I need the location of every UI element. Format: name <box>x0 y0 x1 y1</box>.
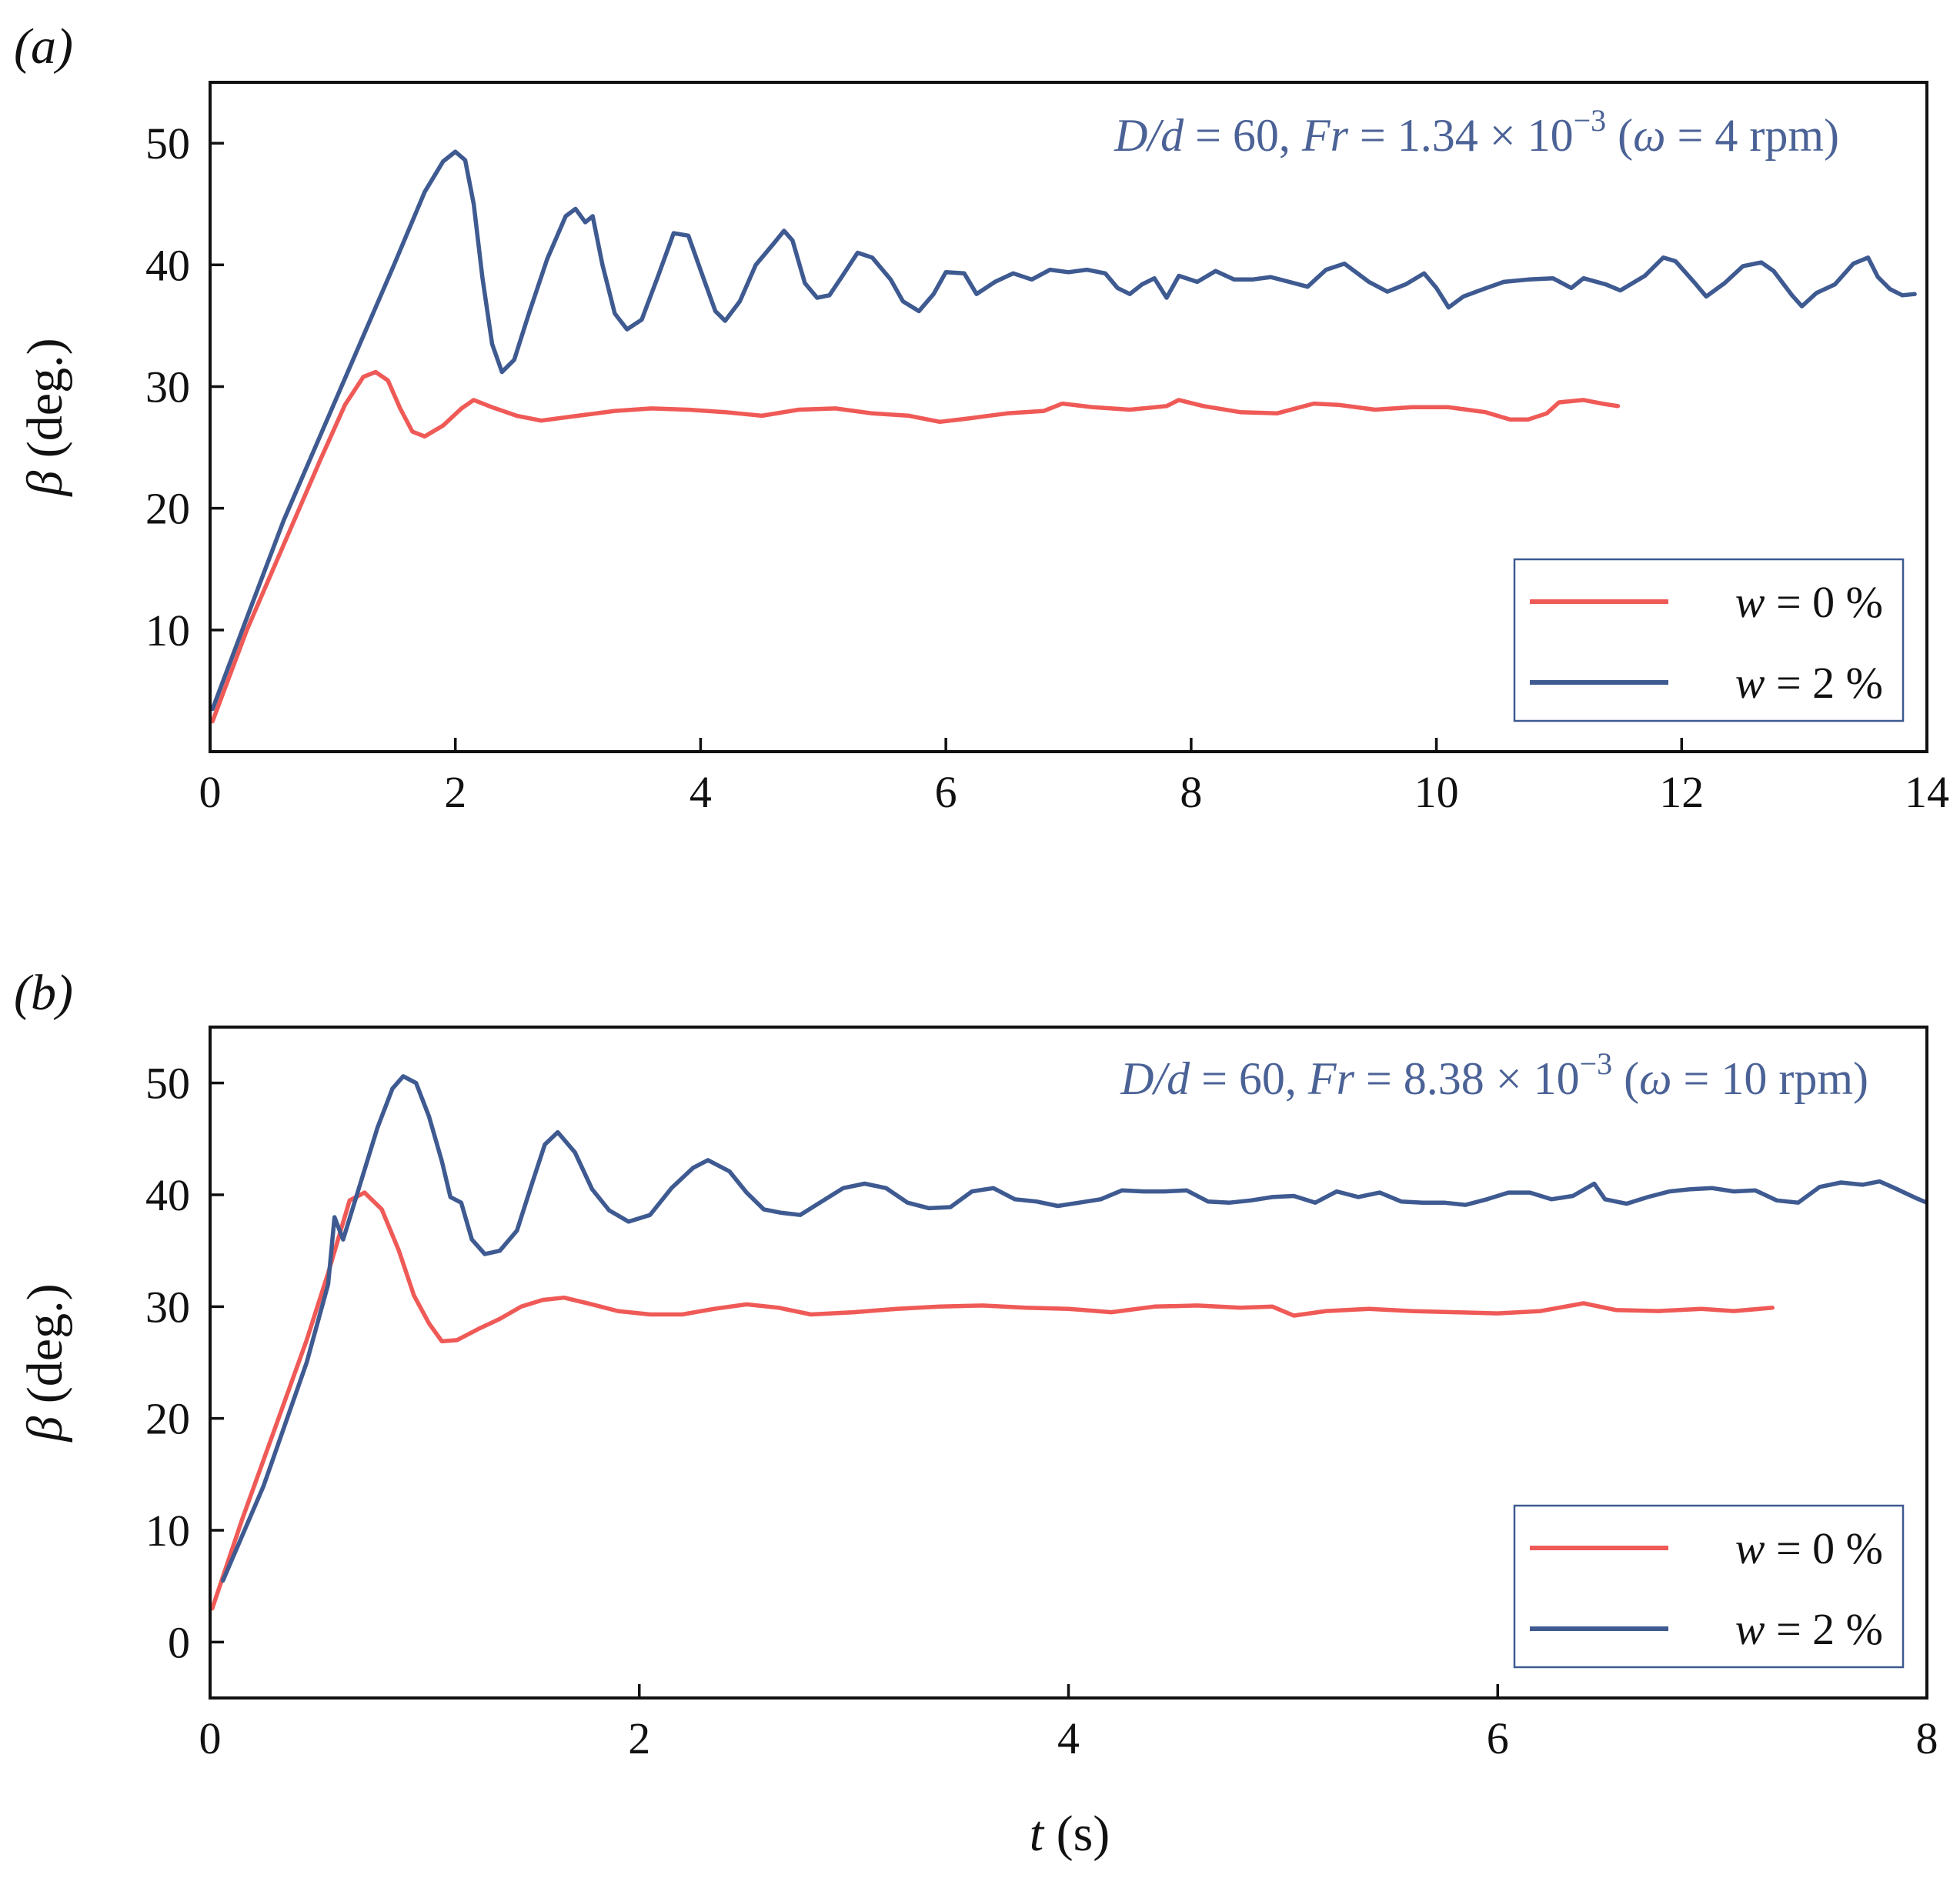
y-tick-label: 10 <box>145 605 190 655</box>
series-line-w0 <box>210 369 1621 724</box>
annotation-exponent: −3 <box>1574 103 1607 138</box>
y-tick-label: 10 <box>145 1506 190 1556</box>
annotation-fr-value: = 1.34 × 10 <box>1348 110 1574 161</box>
legend-label: w = 0 % <box>1735 577 1883 627</box>
series-line-w2 <box>210 149 1917 712</box>
legend-label-value: = 2 % <box>1765 658 1883 708</box>
y-axis-label-unit: (deg.) <box>17 1283 73 1416</box>
panel-b: 0 2 4 6 8 0 10 20 30 40 50 β (deg.) (b) D/d = 60, Fr … <box>14 965 1938 1763</box>
x-tick-label: 6 <box>935 767 957 817</box>
y-axis-label-var: β <box>17 1416 73 1443</box>
annotation-fr: Fr <box>1307 1053 1355 1104</box>
x-axis-label-var: t <box>1030 1806 1045 1862</box>
annotation-paren: ( <box>1606 110 1633 161</box>
annotation-omega: ω <box>1639 1053 1671 1104</box>
x-tick-label: 8 <box>1180 767 1202 817</box>
x-tick-label: 6 <box>1487 1713 1509 1763</box>
x-tick-label: 0 <box>199 1713 222 1763</box>
y-tick-label: 30 <box>145 362 190 412</box>
annotation-text: D/d = 60, Fr = 8.38 × 10−3 (ω = 10 rpm) <box>1120 1046 1868 1104</box>
x-tick-label: 8 <box>1916 1713 1938 1763</box>
annotation-dd-value: = 60, <box>1190 1053 1308 1104</box>
annotation-dd-value: = 60, <box>1184 110 1302 161</box>
legend-box <box>1513 1504 1905 1669</box>
y-tick-label: 30 <box>145 1282 190 1332</box>
x-axis-label-unit: (s) <box>1043 1806 1110 1862</box>
x-tick-label: 2 <box>444 767 466 817</box>
legend-label: w = 0 % <box>1735 1523 1883 1573</box>
x-tick-label: 12 <box>1659 767 1704 817</box>
y-axis-label: β (deg.) <box>17 1283 73 1443</box>
plot-frame <box>209 81 1928 753</box>
legend: w = 0 %w = 2 % <box>1513 558 1905 722</box>
annotation-text: D/d = 60, Fr = 1.34 × 10−3 (ω = 4 rpm) <box>1114 103 1839 161</box>
x-tick-label: 4 <box>1057 1713 1080 1763</box>
x-tick-label: 2 <box>628 1713 650 1763</box>
y-tick-label: 20 <box>145 484 190 534</box>
panel-label: (a) <box>14 18 73 75</box>
y-axis-label: β (deg.) <box>17 338 73 497</box>
x-tick-label: 4 <box>690 767 712 817</box>
annotation-omega: ω <box>1633 110 1665 161</box>
y-axis-label-unit: (deg.) <box>17 338 73 470</box>
y-tick-label: 20 <box>145 1394 190 1444</box>
y-tick-label: 40 <box>145 240 190 290</box>
legend-label-value: = 0 % <box>1765 1523 1883 1573</box>
x-tick-label: 0 <box>199 767 222 817</box>
legend: w = 0 %w = 2 % <box>1513 1504 1905 1669</box>
legend-box <box>1513 558 1905 722</box>
y-tick-label: 50 <box>145 118 190 168</box>
series-line-w0 <box>210 1190 1775 1611</box>
y-tick-label: 40 <box>145 1170 190 1220</box>
annotation-omega-value: = 10 rpm) <box>1672 1053 1868 1104</box>
y-axis-label-var: β <box>17 471 73 498</box>
legend-label: w = 2 % <box>1735 1604 1883 1654</box>
annotation-dd: D/d <box>1120 1053 1190 1104</box>
annotation-exponent: −3 <box>1580 1046 1613 1081</box>
legend-label-var: w <box>1735 1604 1765 1654</box>
annotation-omega-value: = 4 rpm) <box>1666 110 1839 161</box>
x-axis-label: t (s) <box>1030 1806 1110 1862</box>
panel-label: (b) <box>14 965 73 1021</box>
panel-a: 0 2 4 6 8 10 12 14 10 20 30 40 50 β (deg.) (a) D/d = 60… <box>14 18 1949 817</box>
legend-label-var: w <box>1735 577 1765 627</box>
legend-label-value: = 2 % <box>1765 1604 1883 1654</box>
y-tick-label: 0 <box>168 1617 190 1667</box>
x-tick-label: 14 <box>1905 767 1949 817</box>
series-line-w2 <box>220 1074 1927 1583</box>
annotation-paren: ( <box>1612 1053 1639 1104</box>
y-tick-label: 50 <box>145 1059 190 1109</box>
legend-label: w = 2 % <box>1735 658 1883 708</box>
x-tick-label: 10 <box>1414 767 1459 817</box>
legend-label-var: w <box>1735 658 1765 708</box>
annotation-fr: Fr <box>1301 110 1349 161</box>
annotation-fr-value: = 8.38 × 10 <box>1354 1053 1580 1104</box>
annotation-dd: D/d <box>1114 110 1184 161</box>
legend-label-value: = 0 % <box>1765 577 1883 627</box>
legend-label-var: w <box>1735 1523 1765 1573</box>
